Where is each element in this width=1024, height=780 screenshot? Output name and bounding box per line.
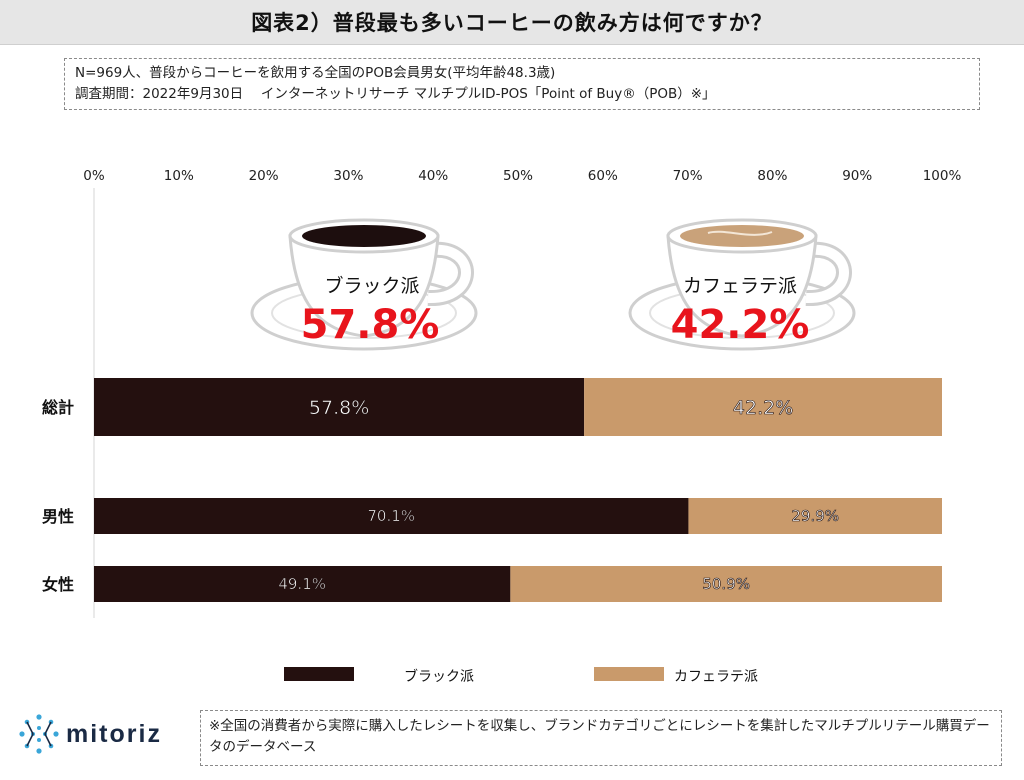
bar-value-label: 50.9%	[702, 575, 750, 593]
logo-text: mitoriz	[66, 719, 162, 748]
bar-segment-latte	[584, 378, 942, 436]
survey-info-line-2: 調査期間：2022年9月30日 インターネットリサーチ マルチプルID-POS「…	[75, 86, 716, 102]
bar-value-label: 57.8%	[309, 397, 369, 419]
mitoriz-logo: mitoriz	[18, 712, 188, 756]
legend-swatch-black	[284, 667, 354, 681]
tick-label: 90%	[842, 168, 872, 184]
tick-label: 70%	[673, 168, 703, 184]
legend-swatch-latte	[594, 667, 664, 681]
latte-cup-illustration	[628, 218, 856, 351]
bar-segment-black	[94, 566, 511, 602]
tick-label: 100%	[923, 168, 962, 184]
mitoriz-logo-mark-icon	[19, 714, 59, 754]
tick-label: 40%	[418, 168, 448, 184]
tick-label: 60%	[588, 168, 618, 184]
tick-label: 80%	[757, 168, 787, 184]
survey-info-box: N=969人、普段からコーヒーを飲用する全国のPOB会員男女(平均年齢48.3歳…	[64, 58, 980, 110]
bar-value-label: 49.1%	[278, 575, 326, 593]
bar-segment-latte	[510, 566, 942, 602]
black-cup-label: ブラック派	[324, 274, 419, 297]
bar-segment-latte	[688, 498, 942, 534]
category-label: 総計	[42, 398, 74, 417]
legend-label-latte: カフェラテ派	[674, 669, 758, 685]
tick-labels: 0% 10% 20% 30% 40% 50% 60% 70% 80% 90% 100%	[83, 168, 961, 184]
bar-segment-black	[94, 378, 585, 436]
latte-cup-label: カフェラテ派	[683, 275, 797, 297]
category-label: 女性	[42, 575, 74, 594]
black-cup-percentage: 57.8%	[301, 302, 440, 348]
tick-label: 50%	[503, 168, 533, 184]
survey-info-line-1: N=969人、普段からコーヒーを飲用する全国のPOB会員男女(平均年齢48.3歳…	[75, 65, 556, 81]
tick-label: 20%	[249, 168, 279, 184]
bar-rows: 総計 57.8% 42.2% 男性 70.1% 29.9% 女性 49.1% 50.9%	[42, 378, 942, 602]
legend-label-black: ブラック派	[404, 668, 474, 685]
bar-value-label: 42.2%	[733, 397, 793, 419]
bar-segment-black	[94, 498, 689, 534]
tick-label: 10%	[164, 168, 194, 184]
black-coffee-cup-illustration	[250, 218, 478, 351]
latte-cup-percentage: 42.2%	[671, 302, 810, 348]
tick-label: 0%	[83, 168, 105, 184]
footnote-box: ※全国の消費者から実際に購入したレシートを収集し、ブランドカテゴリごとにレシート…	[200, 710, 1002, 766]
bar-value-label: 70.1%	[367, 507, 415, 525]
bar-value-label: 29.9%	[791, 507, 839, 525]
category-label: 男性	[42, 507, 74, 526]
chart-title: 図表2）普段最も多いコーヒーの飲み方は何ですか？	[0, 0, 1024, 45]
tick-label: 30%	[333, 168, 363, 184]
